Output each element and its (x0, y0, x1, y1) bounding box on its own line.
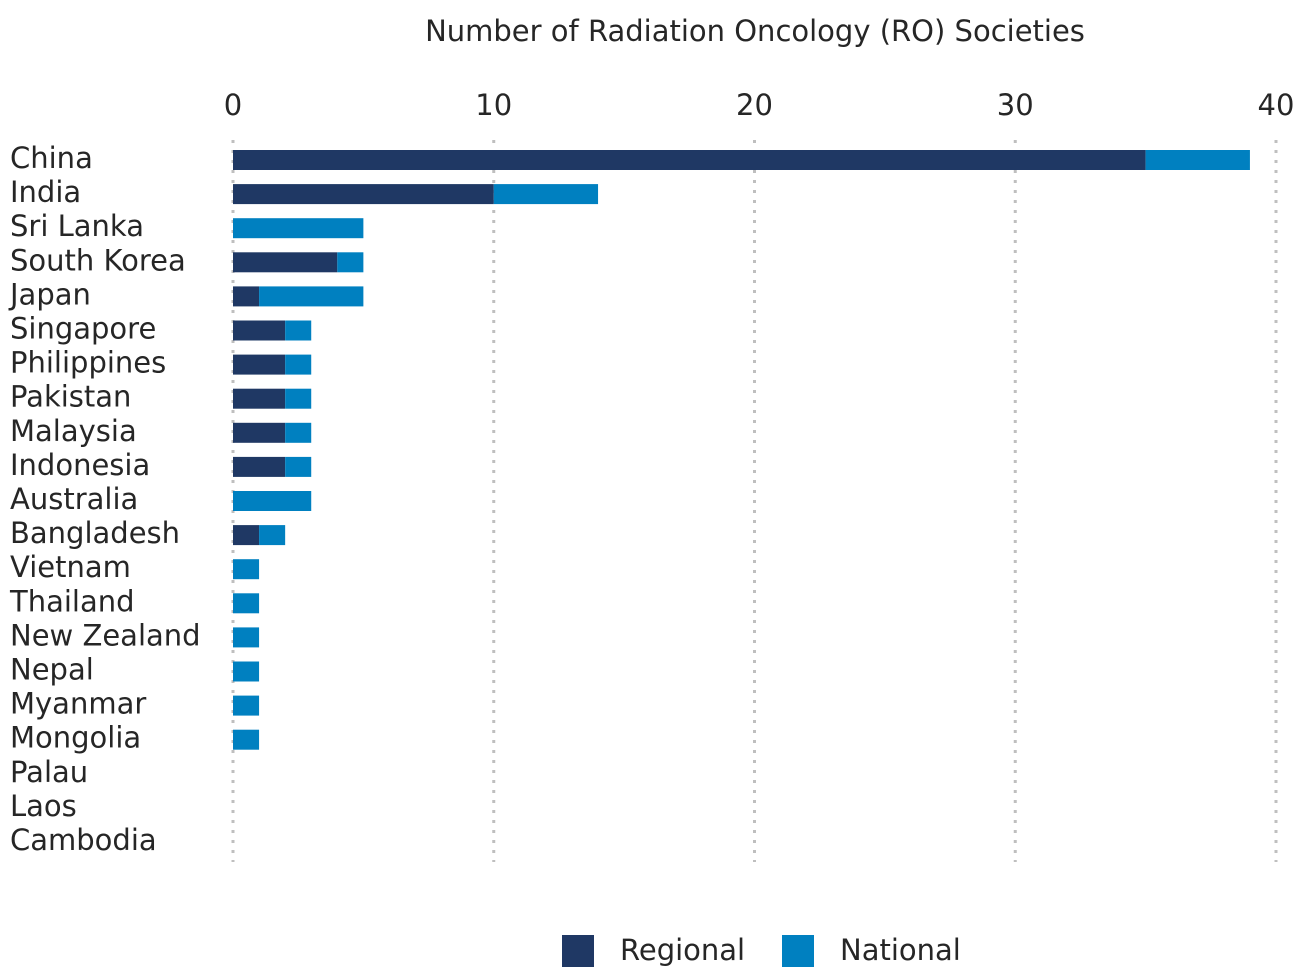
bar (233, 388, 286, 409)
y-tick-label: Palau (10, 755, 88, 789)
bar (285, 320, 312, 341)
y-tick-label: Malaysia (10, 414, 137, 448)
bar (233, 252, 338, 273)
bar (1145, 150, 1250, 170)
bar (233, 150, 1146, 170)
bar (233, 627, 260, 648)
bar (233, 456, 286, 477)
y-tick-label: Australia (10, 482, 138, 516)
x-tick-label: 40 (1258, 88, 1295, 122)
y-tick-label: Cambodia (10, 823, 157, 857)
y-tick-label: Japan (8, 277, 91, 311)
bar (493, 184, 599, 205)
bar (285, 456, 312, 477)
y-tick-label: Indonesia (10, 448, 150, 482)
legend-swatch (562, 935, 594, 967)
bar (233, 593, 260, 614)
y-tick-label: South Korea (10, 243, 186, 277)
y-tick-label: India (10, 175, 81, 209)
y-tick-label: Vietnam (10, 550, 131, 584)
y-tick-label: Philippines (10, 346, 166, 380)
x-tick-label: 10 (475, 88, 512, 122)
x-tick-label: 20 (736, 88, 773, 122)
bar (233, 729, 260, 750)
chart-title: Number of Radiation Oncology (RO) Societ… (425, 14, 1085, 48)
bar (233, 695, 260, 716)
x-tick-label: 30 (997, 88, 1034, 122)
y-tick-label: Singapore (10, 312, 156, 346)
bar (285, 422, 312, 443)
y-tick-label: Sri Lanka (10, 209, 144, 243)
y-tick-label: Myanmar (10, 687, 146, 721)
y-tick-label: Nepal (10, 653, 94, 687)
y-tick-label: New Zealand (10, 618, 201, 652)
bar (233, 525, 260, 546)
bar (285, 388, 312, 409)
y-tick-label: Thailand (9, 584, 135, 618)
bar (233, 218, 364, 239)
x-tick-label: 0 (224, 88, 242, 122)
bar (233, 422, 286, 443)
bar (259, 286, 364, 307)
y-tick-label: Bangladesh (10, 516, 180, 550)
bar (233, 320, 286, 341)
legend-label: National (840, 933, 961, 967)
legend-swatch (782, 935, 814, 967)
y-tick-label: Mongolia (10, 721, 141, 755)
bar (233, 286, 260, 307)
y-tick-label: Pakistan (10, 380, 131, 414)
bar (233, 661, 260, 682)
bar (233, 491, 312, 511)
bar (233, 354, 286, 375)
bar (233, 184, 494, 205)
legend-label: Regional (620, 933, 745, 967)
y-tick-label: Laos (10, 789, 77, 823)
bar (337, 252, 364, 273)
bar (285, 354, 312, 375)
y-tick-label: China (10, 141, 93, 175)
bar (259, 525, 286, 546)
bar (233, 559, 260, 580)
